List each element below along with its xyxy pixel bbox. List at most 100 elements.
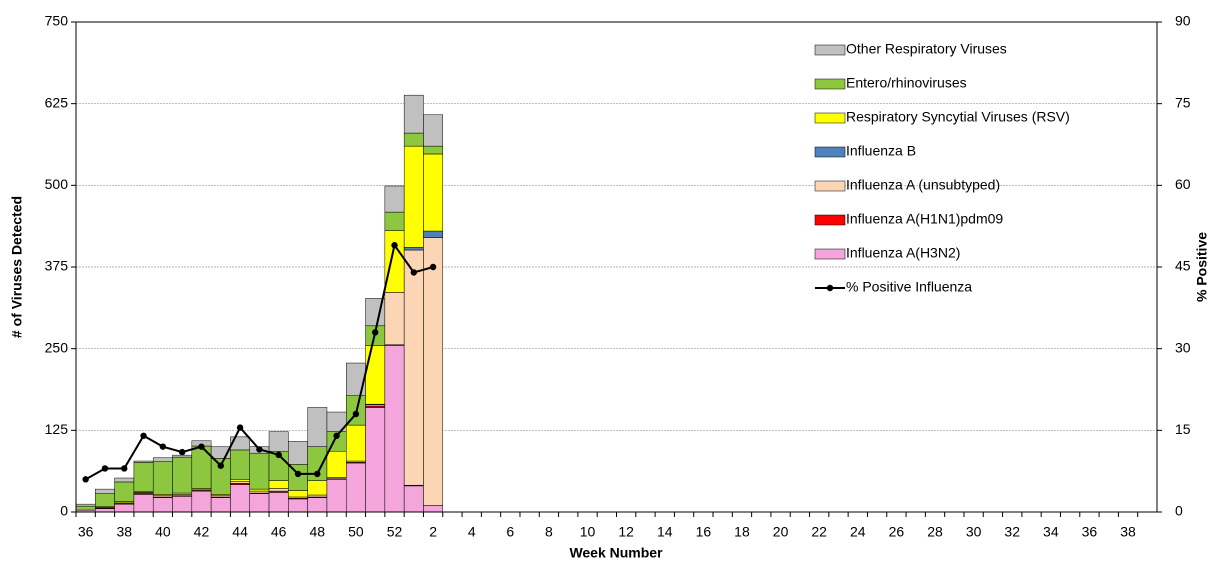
- line-marker: [352, 410, 360, 418]
- bar-segment: [403, 132, 424, 147]
- bar-segment: [307, 497, 328, 513]
- bar-segment: [365, 345, 386, 405]
- bar-segment: [384, 230, 405, 293]
- bar-segment: [114, 477, 135, 483]
- bar-segment: [307, 407, 328, 447]
- bar-segment: [230, 484, 250, 513]
- x-tick-label: 16: [696, 524, 712, 540]
- legend-swatch: [814, 78, 846, 90]
- legend-label: Influenza A(H1N1)pdm09: [846, 211, 1003, 227]
- y2-tick-label: 60: [1175, 176, 1191, 192]
- bar-segment: [133, 494, 154, 513]
- x-tick-label: 26: [889, 524, 905, 540]
- line-marker: [410, 269, 418, 276]
- bar-segment: [384, 211, 405, 231]
- line-marker: [101, 465, 109, 472]
- x-tick-label: 10: [580, 524, 596, 540]
- line-marker: [178, 448, 186, 456]
- line-marker: [294, 470, 302, 478]
- y-tick-label: 0: [60, 503, 68, 519]
- line-marker: [372, 329, 379, 336]
- line-marker: [198, 443, 205, 450]
- x-tick-label: 20: [773, 524, 789, 540]
- bar-segment: [152, 457, 173, 462]
- line-marker: [121, 465, 128, 472]
- line-marker: [140, 432, 147, 439]
- bar-segment: [423, 153, 444, 232]
- bar-segment: [249, 452, 270, 490]
- bar-segment: [384, 345, 405, 513]
- x-tick-label: 38: [116, 524, 132, 540]
- bar-segment: [384, 292, 405, 345]
- line-marker: [391, 242, 398, 249]
- bar-segment: [403, 94, 424, 134]
- x-tick-label: 44: [232, 524, 248, 540]
- x-tick-label: 46: [271, 524, 287, 540]
- line-marker: [333, 432, 340, 439]
- bar-segment: [423, 505, 444, 513]
- bar-segment: [384, 185, 405, 213]
- legend-swatch: [814, 146, 846, 158]
- legend-swatch: [814, 112, 846, 124]
- bar-segment: [249, 490, 270, 494]
- bar-segment: [288, 441, 308, 465]
- bar-segment: [307, 494, 328, 498]
- bar-segment: [152, 497, 173, 513]
- bar-segment: [346, 424, 366, 462]
- bar-segment: [230, 481, 250, 484]
- legend-label: Influenza B: [846, 143, 916, 159]
- y-tick-label: 375: [45, 258, 69, 274]
- line-marker: [314, 470, 321, 478]
- bar-segment: [230, 449, 250, 480]
- legend-label: Entero/rhinoviruses: [846, 75, 967, 91]
- legend-label: Respiratory Syncytial Viruses (RSV): [846, 109, 1070, 125]
- y2-tick-label: 45: [1175, 258, 1191, 274]
- bar-segment: [172, 456, 193, 494]
- x-tick-label: 32: [1004, 524, 1020, 540]
- bar-segment: [230, 436, 250, 451]
- y-axis-label: # of Viruses Detected: [9, 196, 25, 338]
- x-tick-label: 4: [468, 524, 476, 540]
- legend-label: Other Respiratory Viruses: [846, 41, 1007, 57]
- legend-marker: [826, 284, 834, 292]
- bar-segment: [326, 479, 347, 513]
- y2-tick-label: 15: [1175, 421, 1191, 437]
- bar-segment: [288, 498, 308, 513]
- bar-segment: [133, 462, 154, 492]
- y2-tick-label: 90: [1175, 13, 1191, 29]
- bar-segment: [268, 480, 289, 489]
- legend-swatch: [814, 180, 846, 192]
- bar-segment: [172, 454, 193, 458]
- bar-segment: [152, 461, 173, 495]
- bar-segment: [249, 493, 270, 513]
- bar-segment: [191, 490, 212, 513]
- bar-segment: [403, 145, 424, 248]
- bar-segment: [307, 480, 328, 496]
- legend-swatch: [814, 214, 846, 226]
- bar-segment: [423, 114, 444, 147]
- bar-segment: [268, 431, 289, 452]
- bar-segment: [268, 492, 289, 513]
- legend-label: % Positive Influenza: [846, 279, 972, 295]
- line-marker: [82, 476, 89, 483]
- line-marker: [256, 446, 263, 453]
- x-tick-label: 48: [310, 524, 326, 540]
- y-tick-label: 625: [45, 94, 69, 110]
- bar-segment: [172, 496, 193, 513]
- x-tick-label: 14: [657, 524, 673, 540]
- bar-segment: [326, 450, 347, 478]
- bar-segment: [268, 488, 289, 492]
- x-tick-label: 52: [387, 524, 403, 540]
- line-marker: [275, 451, 282, 459]
- x-tick-label: 38: [1120, 524, 1136, 540]
- x-tick-label: 24: [850, 524, 866, 540]
- bar-segment: [403, 249, 424, 486]
- line-marker: [429, 263, 437, 271]
- bar-segment: [288, 490, 308, 498]
- bar-segment: [114, 503, 135, 513]
- bar-segment: [365, 407, 386, 513]
- y2-tick-label: 75: [1175, 94, 1191, 110]
- y-tick-label: 750: [45, 13, 69, 29]
- bar-segment: [346, 362, 366, 396]
